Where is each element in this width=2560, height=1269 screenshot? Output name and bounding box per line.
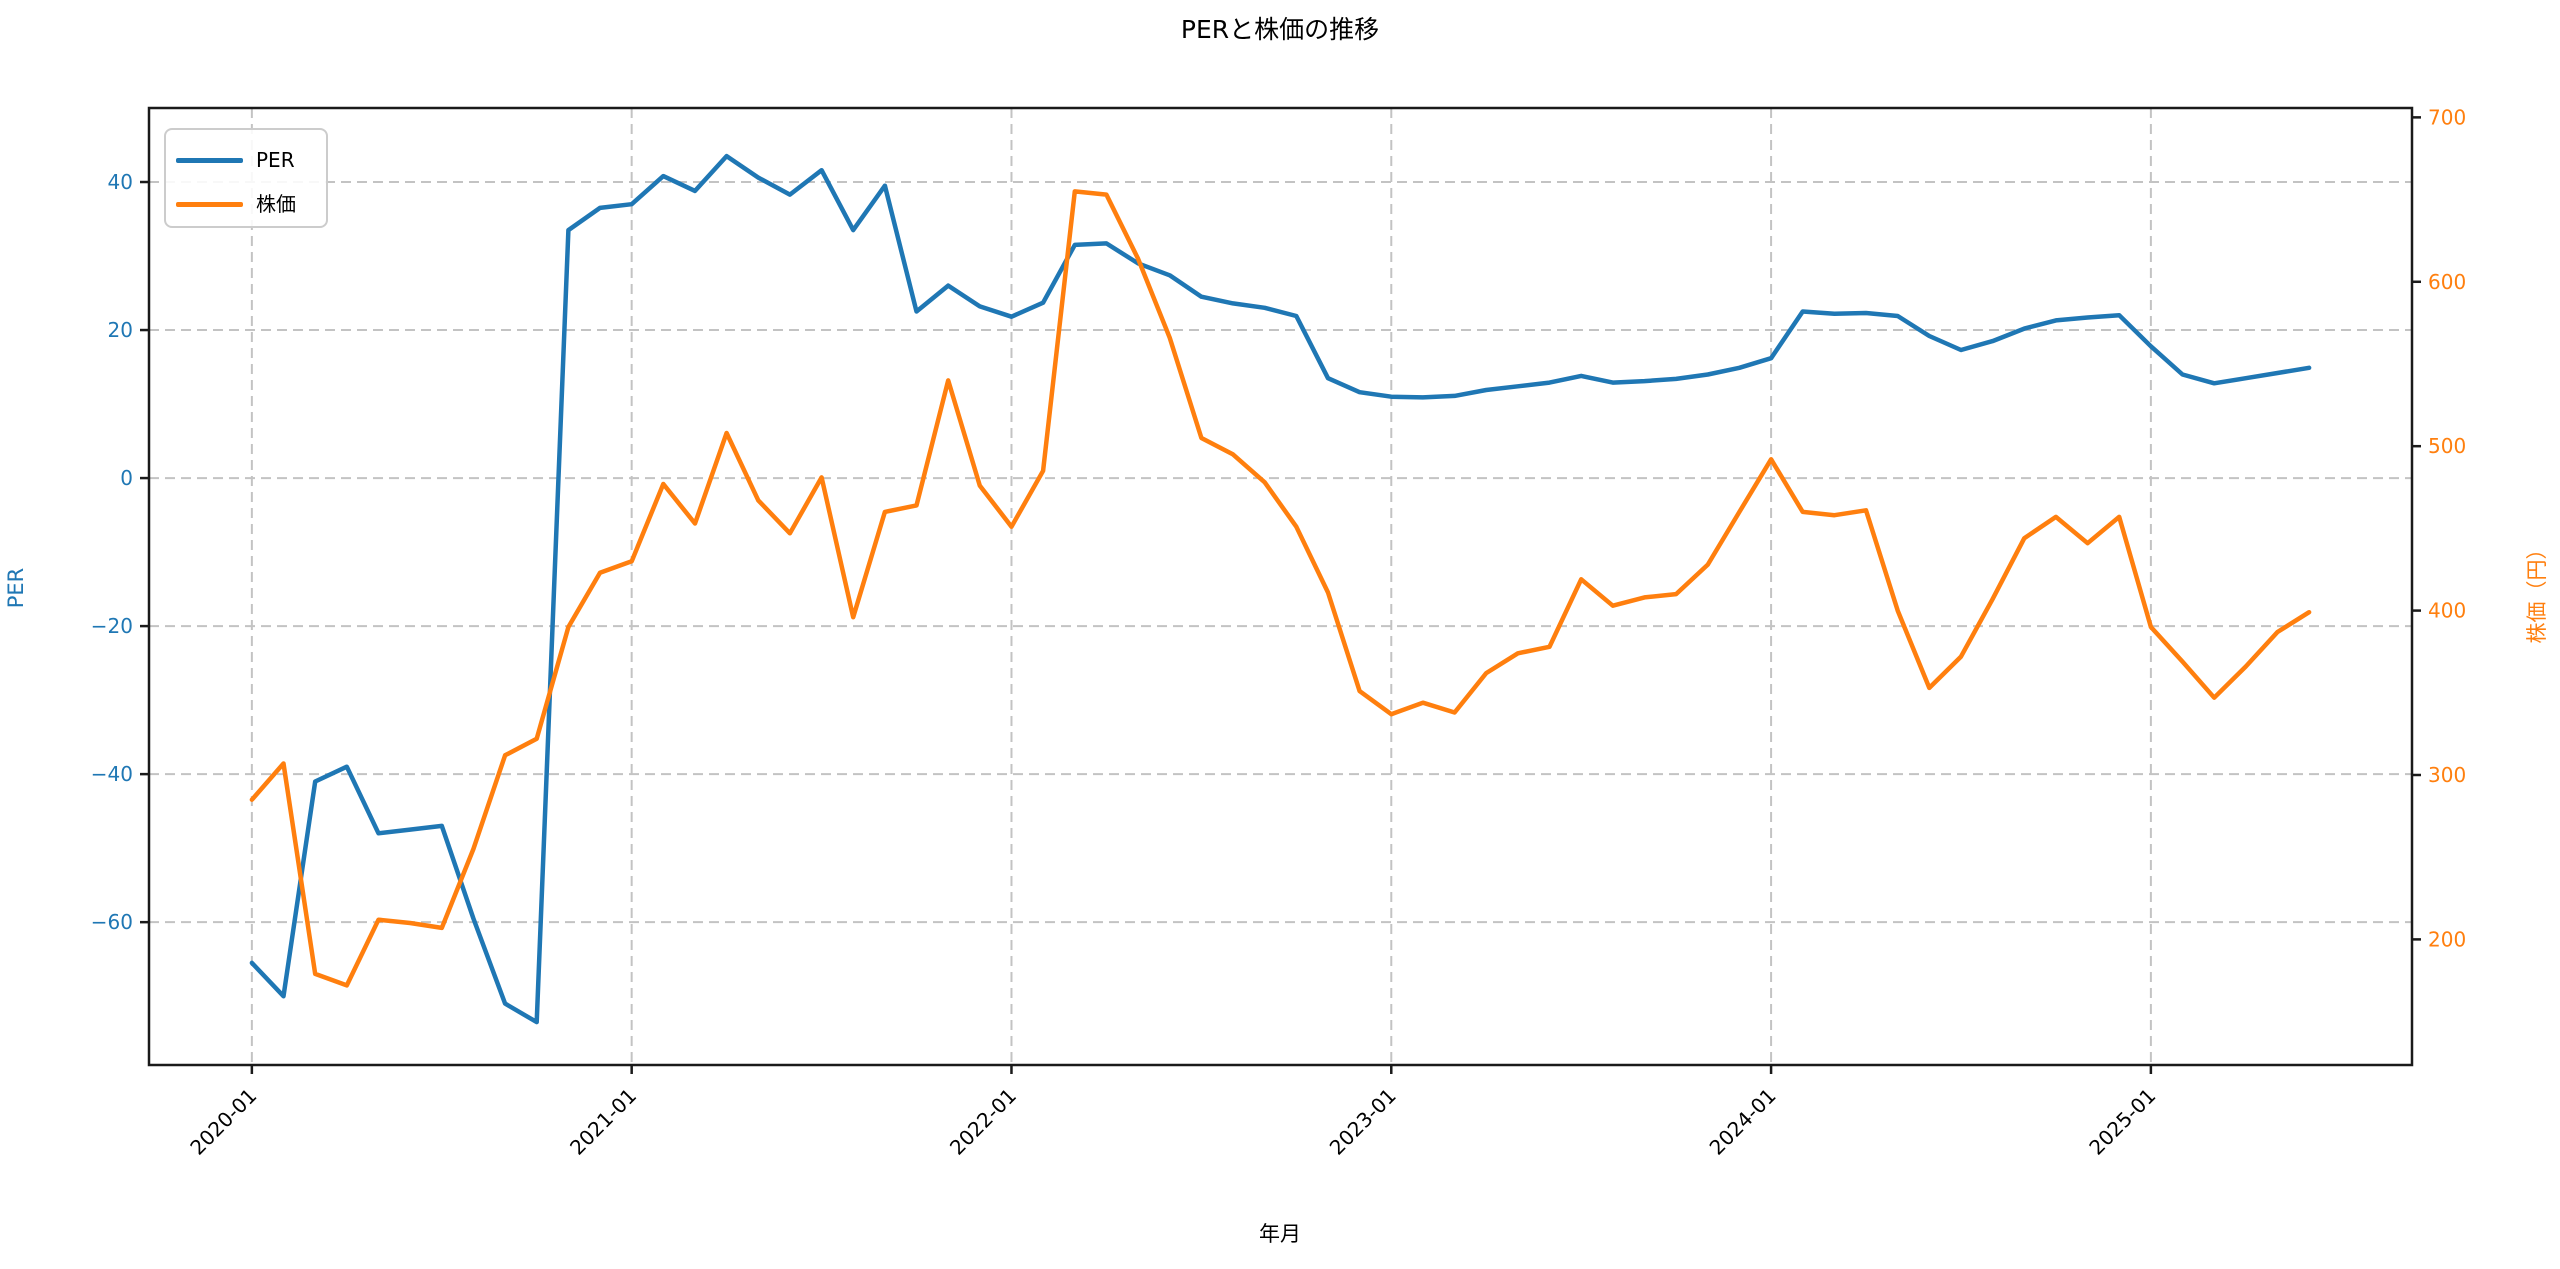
legend-item-kabuka: 株価 xyxy=(176,182,326,226)
series-line-株価 xyxy=(249,189,2312,988)
right-tick-label: 400 xyxy=(2428,599,2466,623)
right-axis-title: 株価（円） xyxy=(2525,538,2549,644)
legend: PER 株価 xyxy=(164,128,328,228)
x-tick-label: 2023-01 xyxy=(1325,1084,1401,1160)
left-tick-label: 0 xyxy=(120,466,133,490)
x-tick-label: 2022-01 xyxy=(945,1084,1021,1160)
right-tick-label: 500 xyxy=(2428,434,2466,458)
x-tick-label: 2025-01 xyxy=(2084,1084,2160,1160)
right-tick-label: 700 xyxy=(2428,105,2466,129)
per-line-swatch xyxy=(176,157,243,163)
left-axis-title: PER xyxy=(4,567,28,609)
series-line-PER xyxy=(249,153,2312,1025)
left-tick-label: −60 xyxy=(91,910,133,934)
left-tick-label: 40 xyxy=(108,170,133,194)
legend-label-kabuka: 株価 xyxy=(256,192,296,216)
kabuka-line-swatch xyxy=(176,201,243,207)
right-tick-label: 300 xyxy=(2428,763,2466,787)
left-tick-label: 20 xyxy=(108,318,133,342)
chart-title: PERと株価の推移 xyxy=(1180,15,1380,44)
legend-item-per: PER xyxy=(176,138,326,182)
x-tick-label: 2021-01 xyxy=(565,1084,641,1160)
left-tick-label: −20 xyxy=(91,614,133,638)
right-tick-label: 200 xyxy=(2428,927,2466,951)
x-tick-label: 2024-01 xyxy=(1705,1084,1781,1160)
x-tick-label: 2020-01 xyxy=(185,1084,261,1160)
x-axis-title: 年月 xyxy=(1259,1222,1301,1246)
left-tick-label: −40 xyxy=(91,762,133,786)
legend-label-per: PER xyxy=(256,148,295,172)
right-tick-label: 600 xyxy=(2428,270,2466,294)
plot-border xyxy=(147,106,2414,1067)
